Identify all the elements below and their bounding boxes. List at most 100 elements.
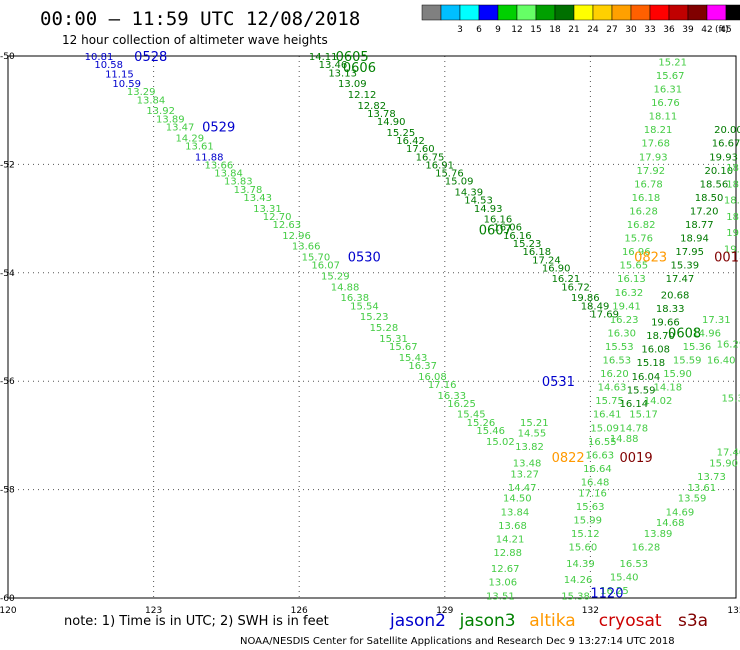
color-bin-label: 9 — [495, 25, 501, 35]
swh-value: 14.53 — [464, 196, 493, 207]
swh-value: 13.51 — [486, 591, 515, 602]
swh-value: 15.59 — [627, 385, 656, 396]
swh-value: 12.96 — [282, 231, 311, 242]
pass-time-label: 0605 — [336, 50, 369, 65]
swh-value: 19.86 — [571, 293, 600, 304]
swh-value: 13.13 — [328, 68, 357, 79]
swh-value: 11.88 — [195, 152, 224, 163]
swh-value: 18.77 — [685, 220, 714, 231]
color-bin-label: 24 — [587, 25, 599, 35]
swh-value: 16.20 — [600, 369, 629, 380]
swh-value: 16.63 — [586, 450, 615, 461]
pass-time-label: 0607 — [479, 223, 512, 238]
swh-value: 16.91 — [425, 160, 454, 171]
color-bin-label: 42 — [701, 25, 712, 35]
swh-value: 15.67 — [389, 342, 418, 353]
swh-value: 13.84 — [501, 507, 530, 518]
swh-value: 13.48 — [513, 459, 542, 470]
swh-value: 16.82 — [627, 220, 656, 231]
swh-value: 13.66 — [292, 242, 321, 253]
satellite-legend-entry: jason3 — [459, 611, 516, 631]
swh-value: 20.00 — [714, 125, 740, 136]
color-bin-label: 45 — [720, 25, 731, 35]
swh-value: 16.07 — [311, 261, 340, 272]
pass-time-label: 0018 — [714, 251, 740, 266]
swh-value: 15.25 — [387, 128, 416, 139]
color-bin — [592, 4, 613, 21]
satellite-legend-entry: altika — [529, 611, 576, 631]
swh-value: 16.76 — [651, 98, 680, 109]
color-bin-label: 36 — [663, 25, 675, 35]
swh-value: 12.67 — [491, 564, 520, 575]
swh-value: 14.68 — [656, 518, 685, 529]
swh-value: 13.66 — [205, 160, 234, 171]
swh-value: 13.89 — [156, 114, 185, 125]
swh-value: 16.16 — [503, 231, 532, 242]
x-tick-label: 126 — [291, 606, 308, 616]
swh-value: 14.88 — [610, 434, 639, 445]
x-tick-label: 132 — [582, 606, 599, 616]
swh-value: 17.95 — [675, 247, 704, 258]
swh-value: 15.28 — [370, 323, 399, 334]
color-bin — [725, 4, 740, 21]
swh-value: 13.68 — [498, 521, 527, 532]
color-bin — [630, 4, 651, 21]
swh-value: 15.45 — [457, 410, 486, 421]
swh-value: 16.55 — [588, 437, 617, 448]
swh-value: 14.26 — [564, 575, 593, 586]
swh-value: 15.21 — [658, 57, 687, 68]
swh-value: 18.11 — [649, 112, 678, 123]
swh-value: 12.70 — [263, 212, 292, 223]
color-bin-label: 15 — [530, 25, 541, 35]
swh-value: 15.43 — [399, 353, 428, 364]
swh-value: 17.24 — [532, 255, 561, 266]
swh-value: 13.84 — [137, 95, 166, 106]
swh-value: 15.63 — [576, 502, 605, 513]
swh-value: 13.92 — [146, 106, 175, 117]
swh-value: 19.41 — [612, 301, 641, 312]
swh-value: 19.93 — [709, 152, 738, 163]
swh-value: 15.75 — [595, 396, 624, 407]
swh-value: 14.55 — [518, 429, 547, 440]
swh-value: 14.93 — [474, 204, 503, 215]
pass-time-label: 0823 — [634, 251, 667, 266]
color-bin — [687, 4, 708, 21]
color-bin — [706, 4, 727, 21]
y-tick-label: -56 — [0, 377, 15, 387]
satellite-legend-entry: cryosat — [599, 611, 662, 631]
y-tick-label: -58 — [0, 486, 15, 496]
swh-value: 15.21 — [520, 418, 549, 429]
swh-value: 15.33 — [721, 393, 740, 404]
swh-value: 17.31 — [702, 315, 731, 326]
swh-value: 12.63 — [273, 220, 302, 231]
swh-value: 19.66 — [651, 318, 680, 329]
swh-value: 16.48 — [581, 477, 610, 488]
color-bin — [649, 4, 670, 21]
swh-value: 13.61 — [687, 483, 716, 494]
swh-value: 14.96 — [692, 328, 721, 339]
swh-value: 20.10 — [704, 166, 733, 177]
swh-value: 17.93 — [639, 152, 668, 163]
swh-value: 17.68 — [641, 139, 670, 150]
pass-time-label: 0606 — [343, 61, 376, 76]
swh-value: 14.39 — [455, 188, 484, 199]
swh-value: 15.90 — [663, 369, 692, 380]
swh-value: 16.28 — [632, 543, 661, 554]
swh-value: 16.30 — [607, 328, 636, 339]
swh-value: 15.23 — [513, 239, 542, 250]
swh-value: 15.23 — [360, 312, 389, 323]
swh-value: 15.26 — [467, 418, 496, 429]
color-bin-label: 18 — [549, 25, 561, 35]
swh-value: 14.18 — [653, 383, 682, 394]
color-bin-label: 6 — [476, 25, 482, 35]
swh-value: 18.21 — [644, 125, 673, 136]
pass-time-label: 0530 — [348, 251, 381, 266]
swh-value: 17.60 — [406, 144, 435, 155]
y-tick-label: -52 — [0, 160, 15, 170]
swh-value: 14.63 — [598, 383, 627, 394]
swh-value: 14.21 — [496, 534, 525, 545]
swh-value: 16.31 — [653, 85, 682, 96]
swh-value: 14.39 — [566, 559, 595, 570]
